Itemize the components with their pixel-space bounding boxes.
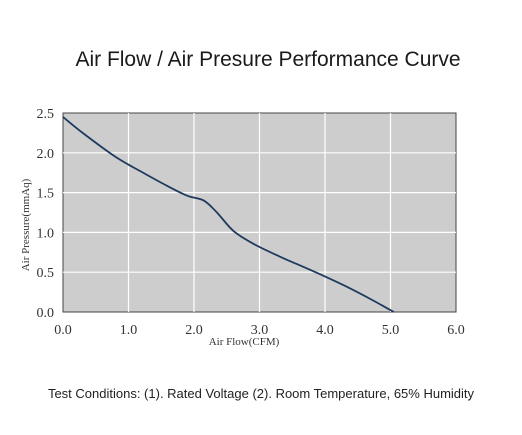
chart-title: Air Flow / Air Presure Performance Curve bbox=[75, 48, 460, 71]
x-tick-label: 0.0 bbox=[54, 323, 72, 338]
series-layer bbox=[62, 116, 395, 313]
x-tick-label: 1.0 bbox=[120, 323, 138, 338]
x-tick-label: 6.0 bbox=[447, 323, 465, 338]
x-tick-label: 2.0 bbox=[185, 323, 203, 338]
x-tick-label: 4.0 bbox=[316, 323, 334, 338]
y-axis-label: Air Pressure(mmAq) bbox=[20, 178, 32, 271]
x-axis-label: Air Flow(CFM) bbox=[209, 336, 280, 348]
y-tick-label: 1.5 bbox=[37, 187, 55, 202]
x-tick-label: 3.0 bbox=[251, 323, 269, 338]
y-tick-label: 0.5 bbox=[37, 266, 55, 281]
test-conditions-note: Test Conditions: (1). Rated Voltage (2).… bbox=[47, 386, 475, 401]
grid-lines bbox=[63, 113, 456, 312]
y-tick-label: 2.0 bbox=[37, 147, 55, 162]
y-tick-labels: 0.0 0.5 1.0 1.5 2.0 2.5 bbox=[37, 107, 55, 321]
y-tick-label: 1.0 bbox=[37, 226, 55, 241]
x-tick-label: 5.0 bbox=[382, 323, 400, 338]
y-tick-label: 0.0 bbox=[37, 306, 55, 321]
x-tick-labels: 0.0 1.0 2.0 3.0 4.0 5.0 6.0 bbox=[54, 323, 465, 338]
performance-curve-line bbox=[62, 116, 395, 313]
y-tick-label: 2.5 bbox=[37, 107, 55, 122]
